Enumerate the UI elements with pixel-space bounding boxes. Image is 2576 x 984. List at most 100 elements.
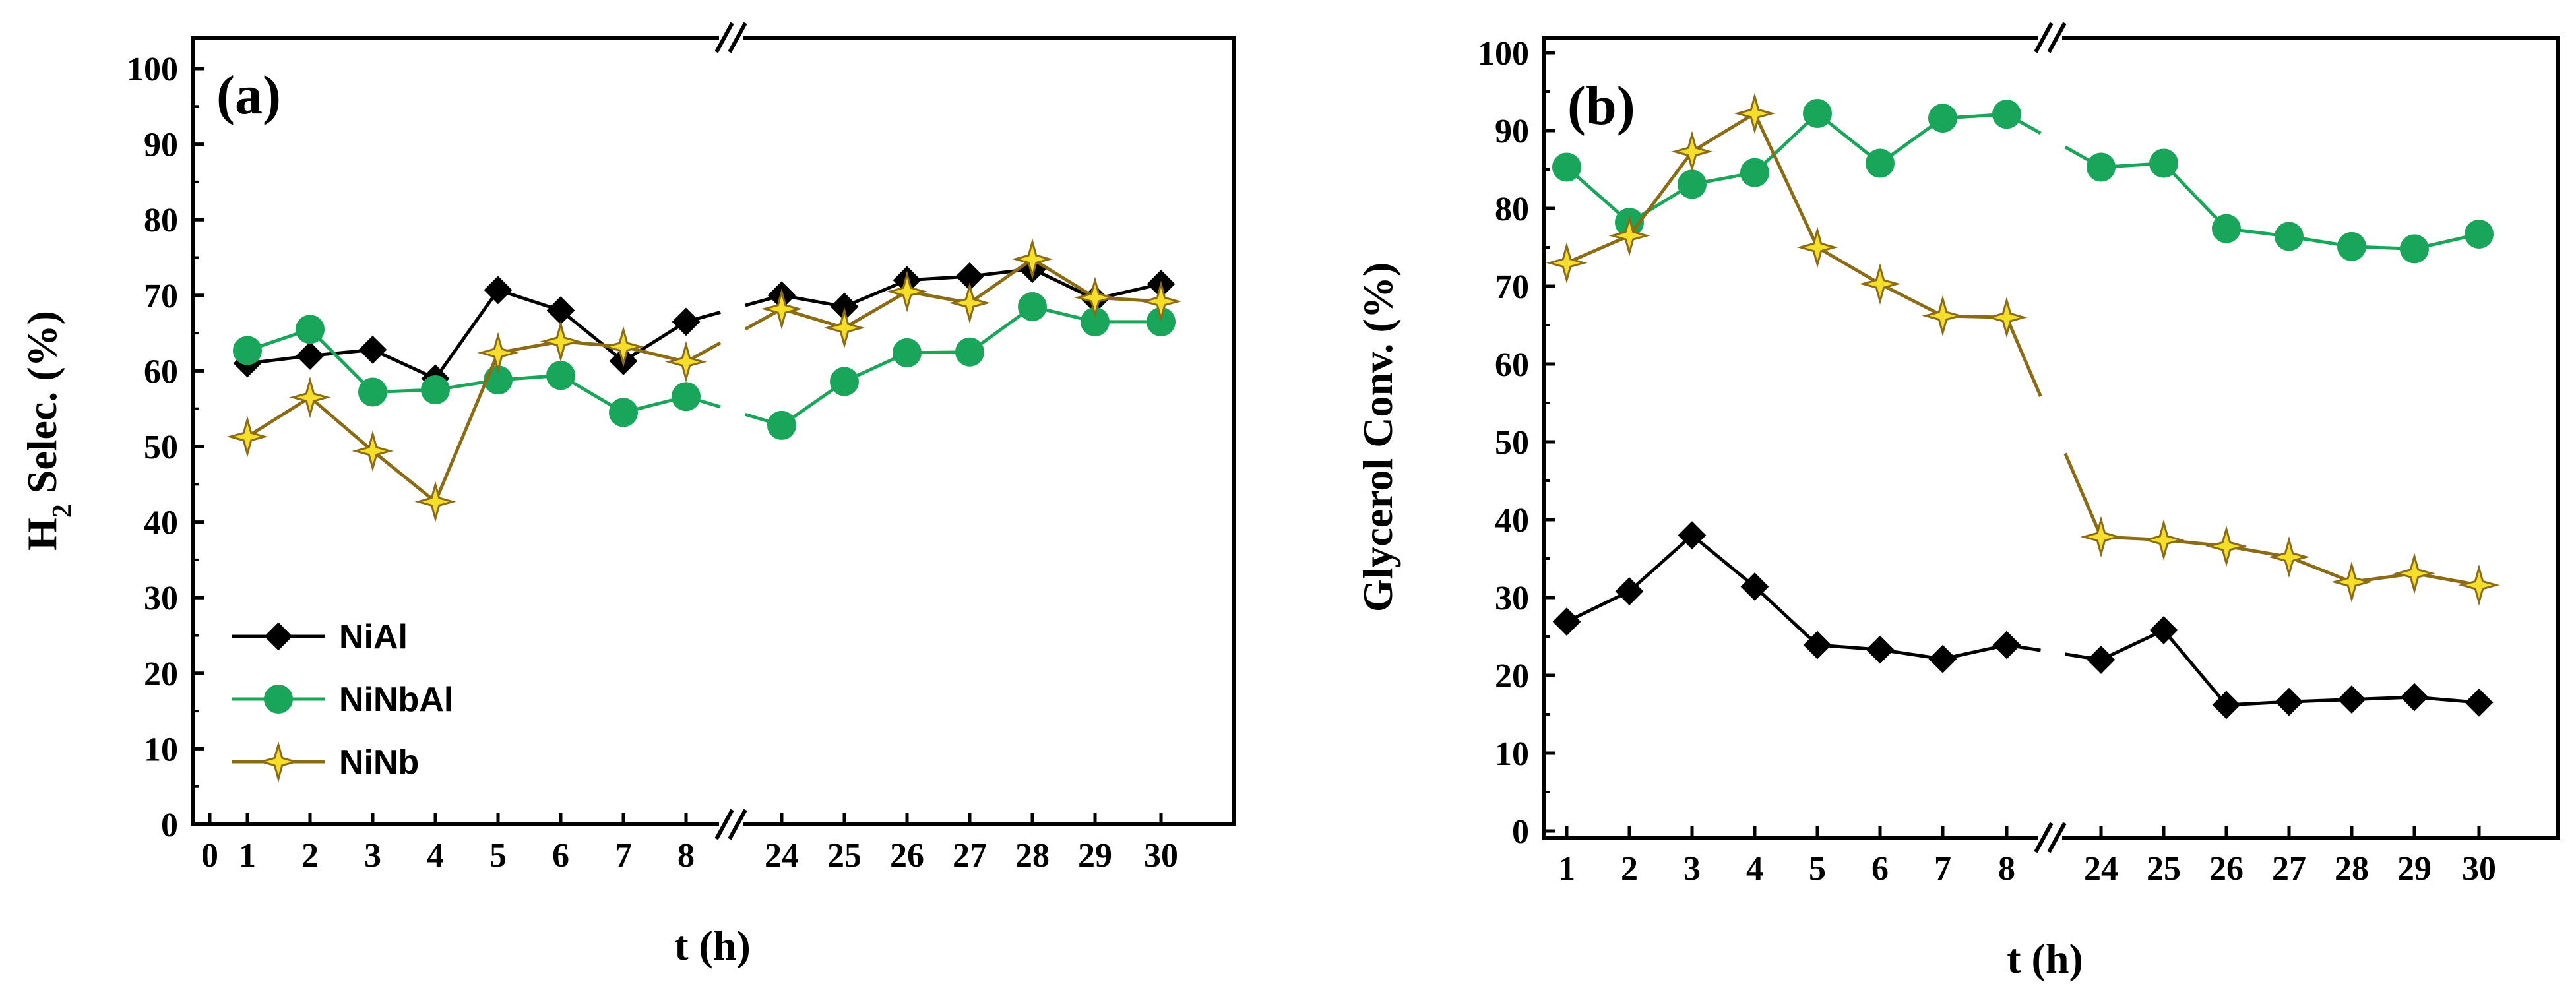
panel-b-ninbal-point-28 [2337,231,2366,261]
panel-b-ninb-point-2 [1608,214,1650,257]
panel-b-break-slash [2034,22,2054,53]
legend-nial-label: NiAl [339,618,408,656]
panel-b-y-tick-label: 100 [1478,35,1529,73]
panel-b-axis-break [2034,22,2067,853]
panel-a-y-tick-label: 30 [144,580,178,617]
panel-a-ninb-point-30 [1140,280,1182,323]
panel-a-x-tick-label: 3 [364,837,381,875]
panel-a-ninbal-point-6 [546,361,575,390]
panel-a-y-tick-label: 40 [144,505,178,542]
panel-a-axis-break [714,22,747,840]
panel-a-nial-point-5 [484,276,513,305]
panel-a-y-tick-label: 60 [144,353,178,390]
panel-a-ninb-point-25 [823,307,865,349]
panel-a-y-tick-label: 100 [127,51,178,88]
panel-a-ninbal-point-7 [609,398,638,427]
panel-b-nial-point-24 [2087,645,2116,674]
panel-b-ninbal-point-5 [1803,99,1832,129]
panel-b-ninb-line-segment [1566,111,2007,319]
panel-a-ninb-point-28 [1011,238,1053,280]
panel-b-ninb-point-1 [1546,242,1588,284]
panel-b-y-tick-label: 90 [1495,113,1529,150]
panel-a-break-slash [714,809,734,840]
panel-b-nial-point-8 [1992,630,2021,660]
panel-b-ninb-point-4 [1734,92,1776,135]
panel-a-x-tick-label: 4 [427,837,444,875]
panel-a-x-tick-label: 29 [1078,837,1112,875]
panel-b-ninb-break-line [2005,317,2042,397]
panel-a-y-tick-label: 90 [144,127,178,164]
legend-ninb-marker [257,741,299,783]
panel-b-ninb-point-27 [2268,536,2310,578]
panel-a-ninbal-point-28 [1018,292,1047,321]
panel-b-ninb-point-24 [2080,516,2122,558]
panel-a-ninb-point-27 [949,282,991,324]
panel-b-y-tick-label: 10 [1495,735,1529,773]
panel-a-nial-point-8 [672,307,701,336]
panel-a-ninbal-point-4 [421,375,450,405]
panel-b-x-tick-label: 29 [2397,850,2432,888]
panel-b-nial-point-25 [2149,616,2178,644]
panel-a-x-axis-title: t (h) [674,922,751,969]
panel-b-x-tick-label: 25 [2147,850,2181,888]
panel-a-x-tick-label: 5 [489,837,507,875]
panel-b-x-tick-label: 27 [2272,850,2306,888]
panel-b-y-tick-label: 40 [1495,502,1529,539]
panel-b-break-slash [2047,822,2067,853]
panel-b-ninb-point-30 [2458,564,2500,606]
panel-b-nial-point-28 [2337,685,2366,714]
panel-b-ninbal-point-27 [2275,222,2304,251]
panel-b-nial-point-27 [2275,687,2304,716]
panel-a-ninb-point-4 [414,481,456,523]
panel-a-y-axis-title: H2 Selec. (%) [18,311,78,551]
panel-b-nial-point-2 [1615,577,1644,605]
panel-a-x-tick-label: 30 [1144,837,1178,875]
panel-a-plot-frame [191,36,1236,826]
panel-b-break-slash [2047,22,2067,53]
panel-b-x-tick-label: 6 [1871,850,1889,888]
panel-a-ninb-point-1 [226,415,268,458]
panel-b-x-tick-label: 1 [1558,850,1575,888]
panel-b-break-slash [2034,822,2054,853]
panel-a-y-axis-title-main: H [18,518,65,551]
panel-a-x-tick-label: 1 [239,837,256,875]
panel-a-x-tick-label: 26 [890,837,924,875]
panel-b-ninbal-point-26 [2212,214,2241,243]
panel-a-y-tick-label: 20 [144,656,178,693]
panel-b-ninb-point-5 [1796,226,1838,268]
panel-b-ninb-point-29 [2393,552,2435,594]
panel-a-ninb-point-7 [602,326,644,368]
panel-a-ninbal-point-25 [830,367,859,396]
legend-nial-marker [264,622,293,651]
panel-b-x-tick-label: 28 [2335,850,2369,888]
panel-a-ninb-point-3 [352,430,394,472]
panel-b-y-tick-label: 80 [1495,191,1529,228]
panel-b-ninb-point-3 [1671,131,1713,173]
panel-a-nial-point-2 [296,342,325,370]
panel-a-y-axis-title-subscript: 2 [47,504,78,518]
panel-b-nial-point-7 [1928,644,1957,673]
panel-a-ninbal-point-1 [233,336,262,365]
panel-a-x-tick-label: 6 [552,837,569,875]
panel-a-x-tick-label: 2 [301,837,319,875]
legend-ninbal-marker [264,685,293,714]
panel-b-x-tick-label: 4 [1746,850,1763,888]
panel-a-x-tick-label: 8 [677,837,695,875]
panel-a-break-slash [728,809,747,840]
panel-a-x-tick-label: 24 [765,837,799,875]
panel-b-y-axis-title: Glycerol Conv. (%) [1354,262,1401,612]
panel-a-ninbal-point-24 [767,410,796,440]
panel-a-ninb-point-26 [886,270,928,313]
panel-b-x-axis-title: t (h) [2007,935,2083,982]
panel-b-x-tick-label: 7 [1934,850,1951,888]
panel-a-ninbal-point-26 [893,338,922,367]
panel-b-nial-point-29 [2400,683,2429,712]
panel-a-y-tick-label: 70 [144,278,178,315]
panel-b-x-tick-label: 5 [1809,850,1826,888]
panel-b-y-tick-label: 0 [1512,813,1529,851]
panel-b-x-tick-label: 2 [1621,850,1638,888]
panel-a-ninbal-point-3 [358,377,387,407]
panel-a-x-tick-label: 28 [1015,837,1050,875]
panel-b-x-tick-label: 24 [2084,850,2118,888]
panel-a-y-tick-label: 50 [144,429,178,466]
